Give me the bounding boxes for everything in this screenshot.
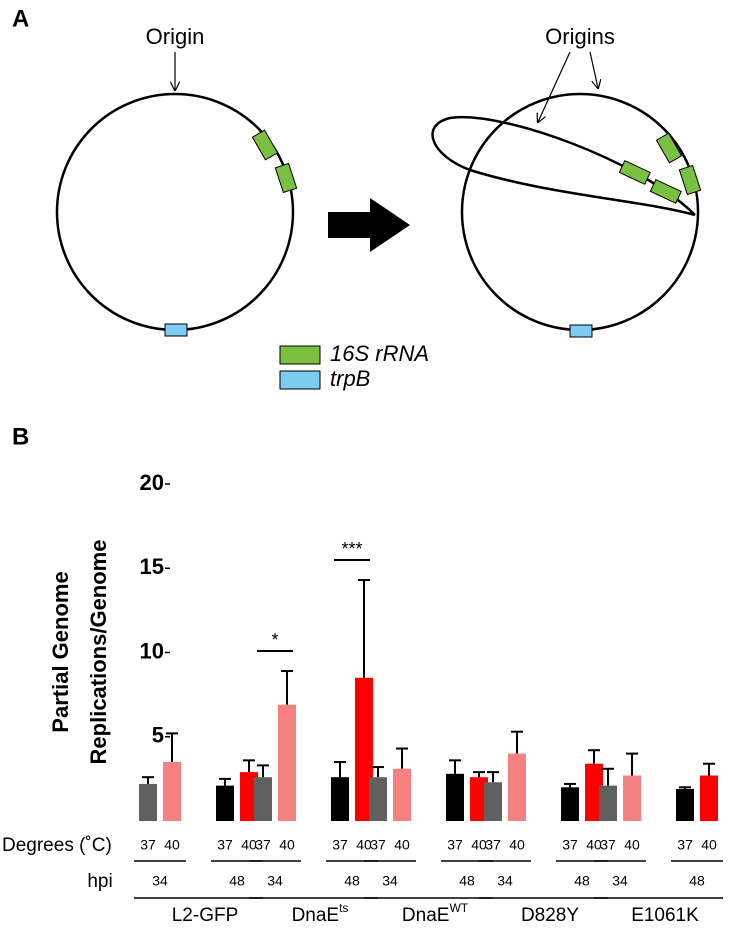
- gene-16s: [618, 159, 651, 185]
- bar: [254, 777, 272, 821]
- origins-arrow: [538, 51, 571, 122]
- bar: [561, 787, 579, 821]
- bar: [355, 677, 373, 821]
- temp-label: 37: [217, 837, 233, 853]
- hpi-label: 48: [229, 873, 245, 889]
- legend-swatch: [279, 370, 321, 390]
- temp-label: 40: [241, 837, 257, 853]
- temp-label: 37: [255, 837, 271, 853]
- group-name: DnaE: [402, 905, 450, 926]
- hpi-label: 48: [459, 873, 475, 889]
- bar: [240, 772, 258, 821]
- temp-label: 37: [332, 837, 348, 853]
- bar: [446, 773, 464, 821]
- significance-label: *: [271, 630, 278, 650]
- bar: [676, 788, 694, 821]
- group-name: D828Y: [521, 905, 579, 926]
- temp-label: 40: [701, 837, 717, 853]
- arrow: [328, 198, 410, 252]
- temp-label: 40: [164, 837, 180, 853]
- y-axis-label: Partial Genome: [48, 571, 73, 732]
- row-label: Degrees (˚C): [2, 835, 112, 856]
- gene-16s: [274, 162, 298, 194]
- group-label: DnaEWT: [402, 901, 469, 926]
- gene-16s: [655, 132, 683, 164]
- bar: [163, 762, 181, 821]
- group-label: DnaEts: [292, 901, 349, 926]
- y-tick-label: 15: [140, 554, 164, 579]
- temp-label: 37: [370, 837, 386, 853]
- legend-label: trpB: [330, 366, 370, 391]
- gene-trpb: [164, 323, 188, 337]
- group-superscript: ts: [339, 901, 348, 915]
- temp-label: 40: [624, 837, 640, 853]
- bar: [216, 785, 234, 821]
- origins-arrow: [589, 51, 598, 88]
- bar: [585, 763, 603, 821]
- temp-label: 40: [279, 837, 295, 853]
- group-label: E1061K: [631, 905, 699, 926]
- bar: [599, 785, 617, 821]
- hpi-label: 48: [344, 873, 360, 889]
- genome-circle: [460, 92, 700, 332]
- y-tick-label: 5: [152, 723, 164, 748]
- bar: [623, 775, 641, 821]
- hpi-label: 48: [574, 873, 590, 889]
- panel-label: B: [12, 423, 29, 450]
- origins-label: Origins: [545, 24, 615, 49]
- bar: [484, 782, 502, 821]
- gene-16s: [649, 178, 682, 204]
- bar: [369, 777, 387, 821]
- hpi-label: 34: [382, 873, 398, 889]
- y-axis-label: Replications/Genome: [86, 540, 111, 765]
- y-tick-label: 10: [140, 638, 164, 663]
- group-superscript: WT: [449, 901, 468, 915]
- temp-label: 37: [447, 837, 463, 853]
- panel-label: A: [12, 5, 29, 32]
- temp-label: 37: [600, 837, 616, 853]
- temp-label: 40: [471, 837, 487, 853]
- row-label: hpi: [87, 871, 112, 892]
- legend-label: 16S rRNA: [330, 341, 429, 366]
- group-name: DnaE: [292, 905, 340, 926]
- temp-label: 37: [562, 837, 578, 853]
- bar: [139, 783, 157, 821]
- bar: [508, 753, 526, 821]
- gene-16s: [251, 129, 279, 161]
- origin-label: Origin: [146, 24, 205, 49]
- temp-label: 37: [677, 837, 693, 853]
- group-name: L2-GFP: [172, 905, 239, 926]
- temp-label: 37: [485, 837, 501, 853]
- bar: [470, 777, 488, 821]
- genome-circle: [55, 92, 295, 332]
- group-label: L2-GFP: [172, 905, 239, 926]
- temp-label: 37: [140, 837, 156, 853]
- group-label: D828Y: [521, 905, 579, 926]
- y-tick-label: 20: [140, 470, 164, 495]
- gene-16s: [678, 164, 702, 196]
- group-name: E1061K: [631, 905, 699, 926]
- hpi-label: 34: [152, 873, 168, 889]
- hpi-label: 34: [612, 873, 628, 889]
- temp-label: 40: [356, 837, 372, 853]
- bar: [278, 704, 296, 821]
- significance-label: ***: [341, 539, 362, 559]
- gene-trpb: [569, 324, 593, 338]
- bar: [393, 768, 411, 821]
- bar: [331, 777, 349, 821]
- hpi-label: 34: [267, 873, 283, 889]
- hpi-label: 48: [689, 873, 705, 889]
- legend-swatch: [279, 345, 321, 365]
- temp-label: 40: [509, 837, 525, 853]
- replication-loop: [431, 115, 696, 217]
- temp-label: 40: [394, 837, 410, 853]
- bar: [700, 775, 718, 821]
- hpi-label: 34: [497, 873, 513, 889]
- temp-label: 40: [586, 837, 602, 853]
